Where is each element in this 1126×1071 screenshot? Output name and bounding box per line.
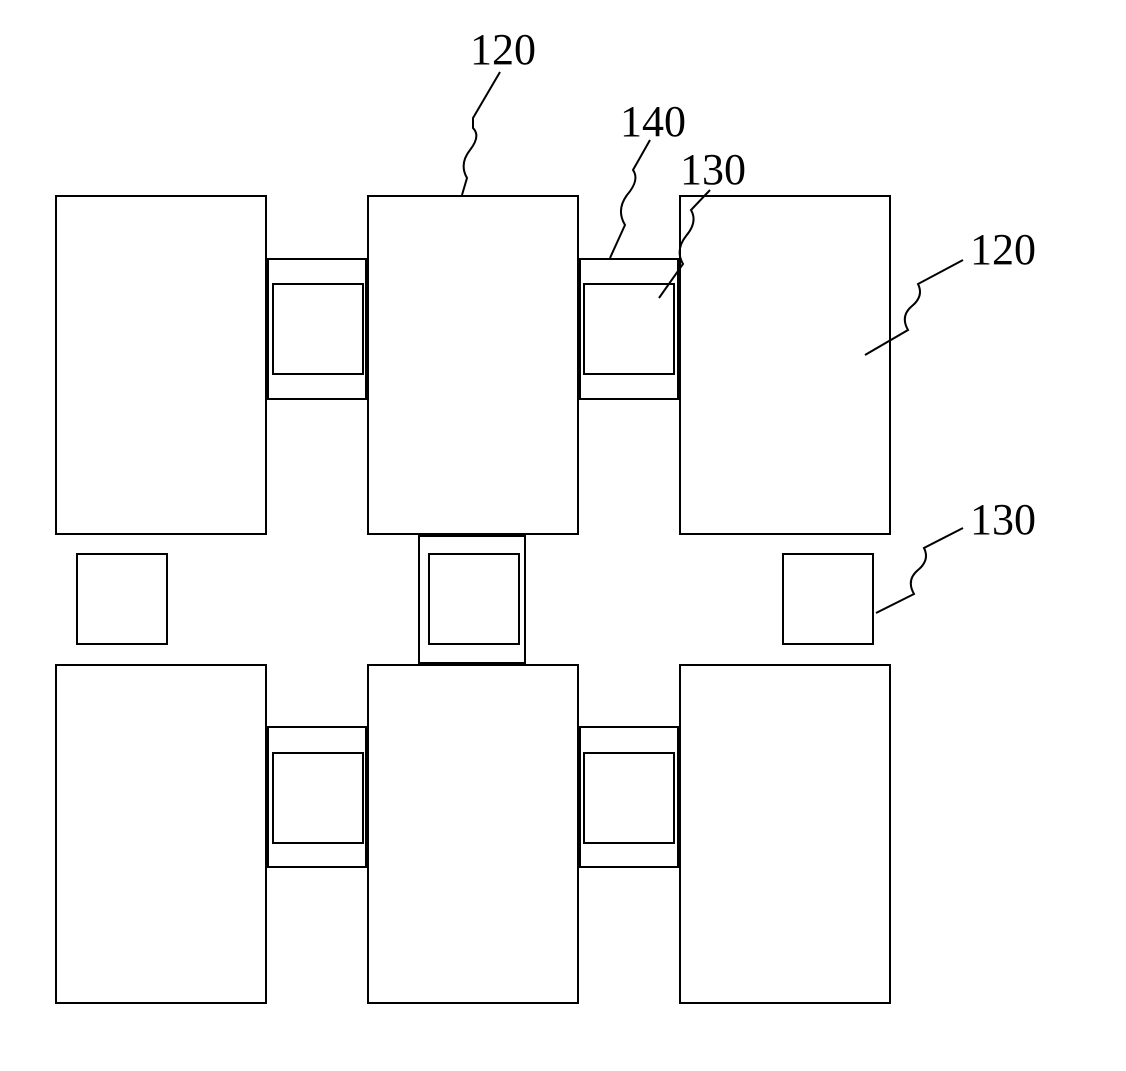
leader-120-top [462, 72, 500, 195]
label-130-right: 130 [970, 498, 1036, 542]
leader-130-top [659, 190, 710, 298]
leader-lines-svg [0, 0, 1126, 1071]
label-130-top: 130 [680, 148, 746, 192]
leader-140 [610, 140, 650, 258]
leader-120-right [865, 260, 963, 355]
label-120-right: 120 [970, 228, 1036, 272]
diagram-canvas: 120140130120130 [0, 0, 1126, 1071]
leader-130-right [876, 528, 963, 613]
label-120-top: 120 [470, 28, 536, 72]
label-140: 140 [620, 100, 686, 144]
